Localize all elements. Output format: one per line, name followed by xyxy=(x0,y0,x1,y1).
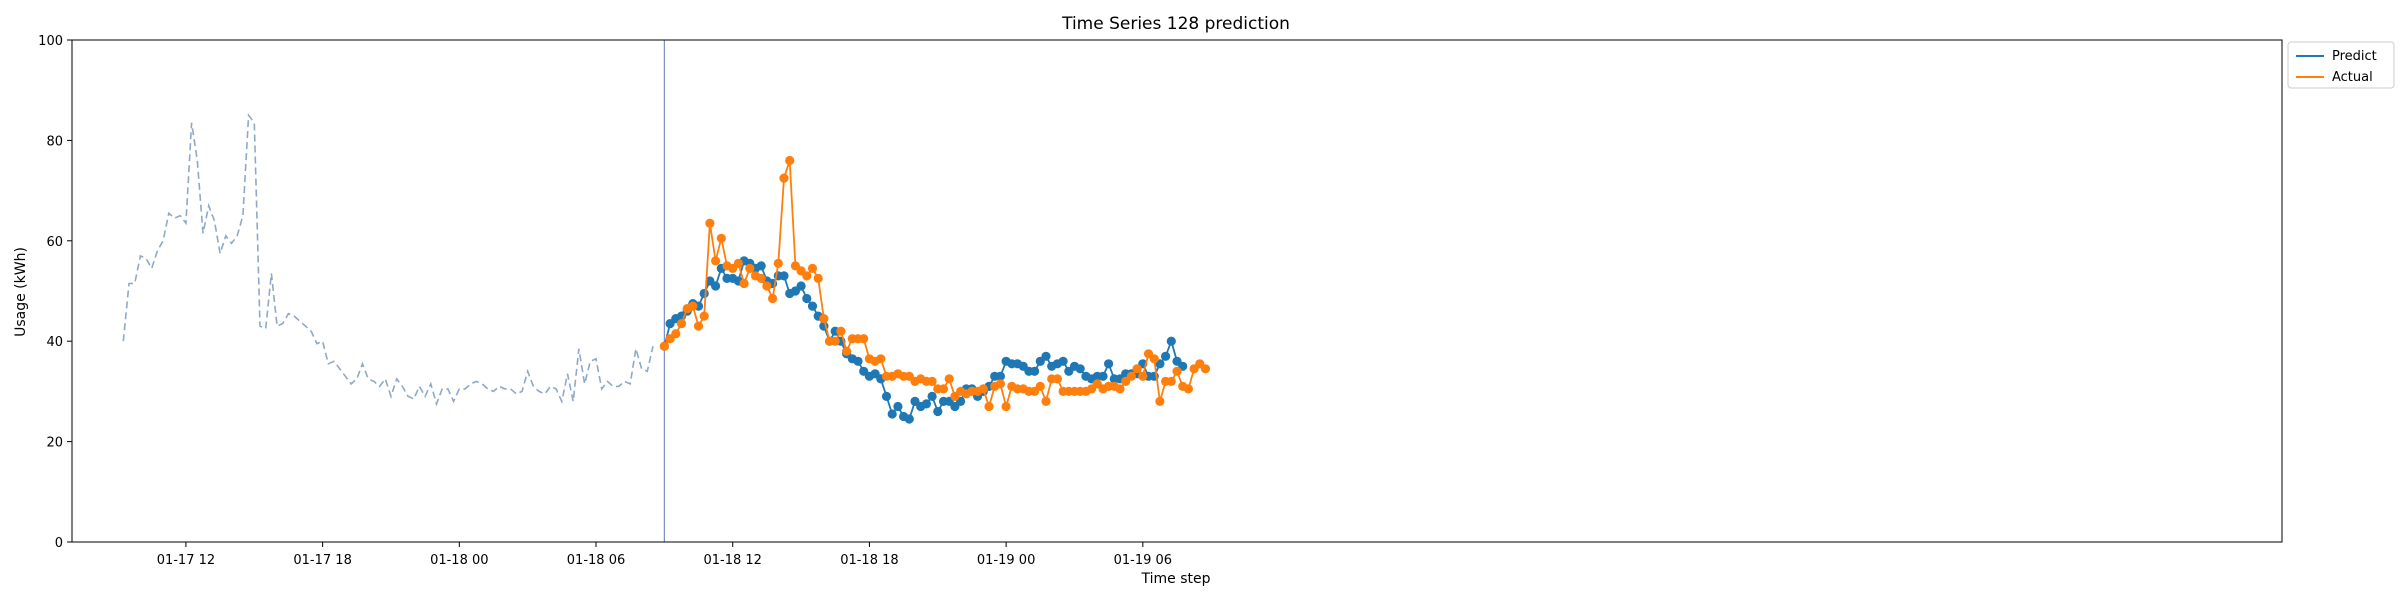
y-tick-label: 100 xyxy=(38,34,63,49)
actual-point xyxy=(1052,374,1062,384)
x-tick-label: 01-18 00 xyxy=(430,553,488,568)
x-tick-label: 01-18 06 xyxy=(567,553,625,568)
x-tick-label: 01-19 06 xyxy=(1114,553,1172,568)
y-tick-label: 60 xyxy=(46,235,63,250)
predict-point xyxy=(881,391,892,401)
legend-actual-label: Actual xyxy=(2332,70,2373,85)
y-axis-label: Usage (kWh) xyxy=(13,247,29,337)
x-tick-label: 01-17 18 xyxy=(293,553,351,568)
predict-point xyxy=(1030,366,1040,376)
legend-predict-label: Predict xyxy=(2332,49,2377,64)
predict-point xyxy=(756,261,766,271)
actual-point xyxy=(927,376,937,386)
x-tick-label: 01-18 12 xyxy=(703,553,761,568)
actual-point xyxy=(1155,396,1165,406)
predict-point xyxy=(921,399,932,409)
actual-point xyxy=(938,384,949,394)
predict-point xyxy=(1104,359,1114,369)
actual-point xyxy=(688,301,698,311)
actual-point xyxy=(1001,401,1011,412)
predict-point xyxy=(779,271,789,281)
actual-point xyxy=(836,326,846,336)
actual-point xyxy=(1200,364,1211,374)
actual-point xyxy=(978,384,988,394)
y-tick-label: 40 xyxy=(46,335,63,350)
actual-point xyxy=(716,233,726,243)
actual-point xyxy=(1149,354,1159,364)
predict-point xyxy=(1161,351,1171,361)
predict-point xyxy=(1058,356,1068,366)
actual-point xyxy=(995,379,1006,389)
x-axis-ticks: 01-17 12 01-17 18 01-18 00 01-18 06 01-18 12… xyxy=(157,542,1172,568)
y-tick-label: 20 xyxy=(46,436,63,451)
actual-point xyxy=(1172,366,1182,376)
predict-point xyxy=(796,281,806,291)
actual-point xyxy=(739,278,749,289)
actual-point xyxy=(1132,364,1142,374)
y-tick-label: 80 xyxy=(46,134,63,149)
actual-point xyxy=(711,256,721,266)
actual-point xyxy=(1041,396,1051,406)
actual-point xyxy=(659,341,670,351)
actual-point xyxy=(785,155,795,166)
predict-point xyxy=(904,414,914,424)
actual-point xyxy=(693,321,704,331)
actual-point xyxy=(756,273,766,283)
actual-point xyxy=(984,401,994,412)
actual-point xyxy=(830,336,840,346)
actual-point xyxy=(813,273,823,283)
actual-point xyxy=(671,329,681,339)
predict-point xyxy=(1041,351,1051,361)
actual-point xyxy=(705,218,715,228)
actual-point xyxy=(1035,381,1045,391)
x-tick-label: 01-19 00 xyxy=(977,553,1035,568)
actual-point xyxy=(802,271,812,281)
predict-point xyxy=(887,409,897,419)
predict-point xyxy=(1098,371,1108,381)
predict-point xyxy=(711,281,721,291)
x-tick-label: 01-18 18 xyxy=(840,553,898,568)
predict-point xyxy=(995,371,1006,381)
history-line xyxy=(122,113,654,407)
actual-point xyxy=(779,173,789,183)
legend: Predict Actual xyxy=(2287,41,2395,89)
predict-point xyxy=(933,406,943,417)
actual-point xyxy=(1138,371,1148,381)
actual-point xyxy=(745,263,755,273)
actual-point xyxy=(859,334,869,344)
actual-point xyxy=(768,293,778,304)
predict-point xyxy=(807,301,818,311)
actual-point xyxy=(1126,371,1136,381)
predict-point xyxy=(893,401,903,412)
y-tick-label: 0 xyxy=(55,536,63,551)
actual-point xyxy=(1183,384,1193,394)
actual-point xyxy=(1166,376,1176,386)
actual-point xyxy=(676,319,687,329)
y-axis-ticks: 0 20 40 60 80 100 xyxy=(38,34,72,551)
plot-area xyxy=(122,40,1211,542)
actual-point xyxy=(842,346,852,356)
predict-point xyxy=(802,293,812,304)
actual-point xyxy=(773,258,783,268)
x-tick-label: 01-17 12 xyxy=(157,553,215,568)
actual-point xyxy=(762,281,772,291)
actual-point xyxy=(807,263,818,273)
predict-point xyxy=(927,391,937,401)
x-axis-label: Time step xyxy=(1141,571,1211,587)
actual-point xyxy=(733,258,744,268)
predict-point xyxy=(1166,336,1176,346)
actual-point xyxy=(699,311,709,321)
actual-point xyxy=(876,354,886,364)
actual-point xyxy=(1115,384,1125,394)
predict-point xyxy=(853,356,863,366)
actual-point xyxy=(819,314,829,324)
predict-point xyxy=(1075,364,1085,374)
actual-point xyxy=(944,374,954,384)
predict-point xyxy=(699,288,709,299)
plot-frame xyxy=(71,39,2283,543)
chart-title: Time Series 128 prediction xyxy=(1061,14,1290,34)
